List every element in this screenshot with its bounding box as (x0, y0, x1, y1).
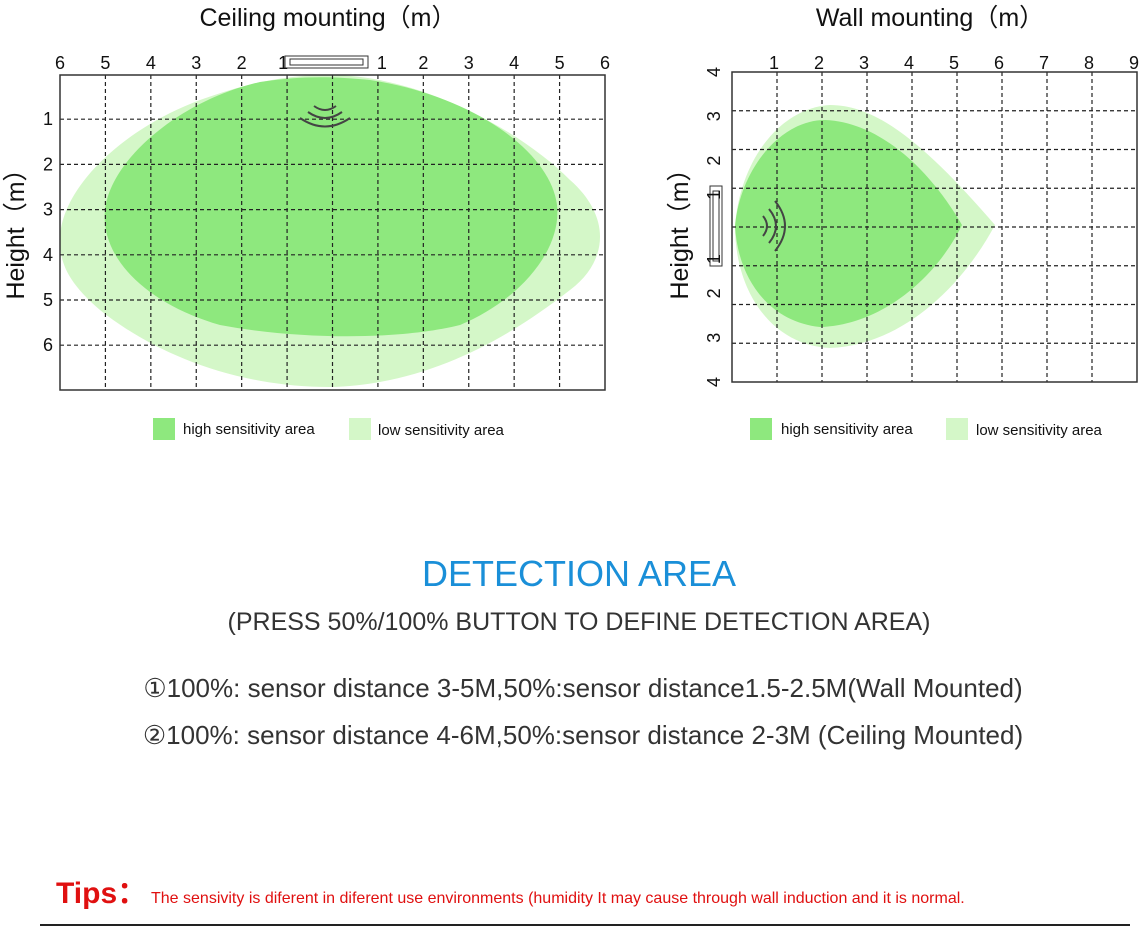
y-tick-label: 4 (43, 245, 53, 265)
x-tick-label: 7 (1039, 53, 1049, 73)
x-tick-label: 4 (509, 53, 519, 73)
y-tick-label: 2 (704, 156, 724, 166)
ceiling-sensor-inner (289, 58, 364, 66)
wall-frame (731, 71, 1138, 383)
high-area (735, 120, 962, 327)
y-tick-label: 5 (43, 290, 53, 310)
x-tick-label: 2 (418, 53, 428, 73)
x-tick-label: 1 (278, 53, 288, 73)
y-tick-label: 4 (704, 377, 724, 387)
y-tick-label: 2 (704, 288, 724, 298)
x-tick-label: 3 (464, 53, 474, 73)
y-tick-label: 3 (43, 200, 53, 220)
x-tick-label: 6 (55, 53, 65, 73)
x-tick-label: 3 (859, 53, 869, 73)
x-tick-label: 5 (555, 53, 565, 73)
wall-sensor-inner (712, 190, 720, 262)
y-tick-label: 2 (43, 154, 53, 174)
legend-label: low sensitivity area (976, 422, 1103, 439)
legend-swatch (153, 418, 175, 440)
legend-swatch (946, 418, 968, 440)
x-tick-label: 9 (1129, 53, 1139, 73)
x-tick-label: 4 (146, 53, 156, 73)
ceiling-y-label: Height（m） (2, 156, 30, 299)
x-tick-label: 5 (100, 53, 110, 73)
x-tick-label: 3 (191, 53, 201, 73)
ceiling-title: Ceiling mounting（m） (199, 4, 456, 32)
y-tick-label: 3 (704, 333, 724, 343)
y-tick-label: 1 (43, 109, 53, 129)
y-tick-label: 1 (704, 254, 724, 264)
y-tick-label: 1 (704, 190, 724, 200)
y-tick-label: 6 (43, 335, 53, 355)
ceiling-waves (299, 105, 351, 128)
x-tick-label: 1 (769, 53, 779, 73)
heading: DETECTION AREA (422, 553, 736, 594)
ceiling-frame (59, 74, 606, 391)
x-tick-label: 2 (814, 53, 824, 73)
x-tick-label: 6 (994, 53, 1004, 73)
tips-label: Tips： (56, 877, 147, 910)
wall-title: Wall mounting（m） (816, 4, 1044, 32)
legend-label: low sensitivity area (378, 422, 505, 439)
high-area (104, 77, 558, 337)
y-tick-label: 4 (704, 67, 724, 77)
x-tick-label: 4 (904, 53, 914, 73)
legend-label: high sensitivity area (183, 421, 315, 438)
legend-label: high sensitivity area (781, 421, 913, 438)
ceiling-sensor (284, 55, 369, 69)
wall-waves (762, 200, 786, 252)
tips-text: The sensivity is diferent in diferent us… (151, 890, 965, 907)
legend-swatch (349, 418, 371, 440)
x-tick-label: 1 (377, 53, 387, 73)
wall-y-label: Height（m） (666, 156, 694, 299)
legend-swatch (750, 418, 772, 440)
y-tick-label: 3 (704, 111, 724, 121)
subheading: (PRESS 50%/100% BUTTON TO DEFINE DETECTI… (228, 608, 931, 636)
note: ①100%: sensor distance 3-5M,50%:sensor d… (143, 673, 1022, 703)
x-tick-label: 6 (600, 53, 610, 73)
x-tick-label: 2 (237, 53, 247, 73)
x-tick-label: 8 (1084, 53, 1094, 73)
note: ②100%: sensor distance 4-6M,50%:sensor d… (143, 720, 1023, 750)
x-tick-label: 5 (949, 53, 959, 73)
